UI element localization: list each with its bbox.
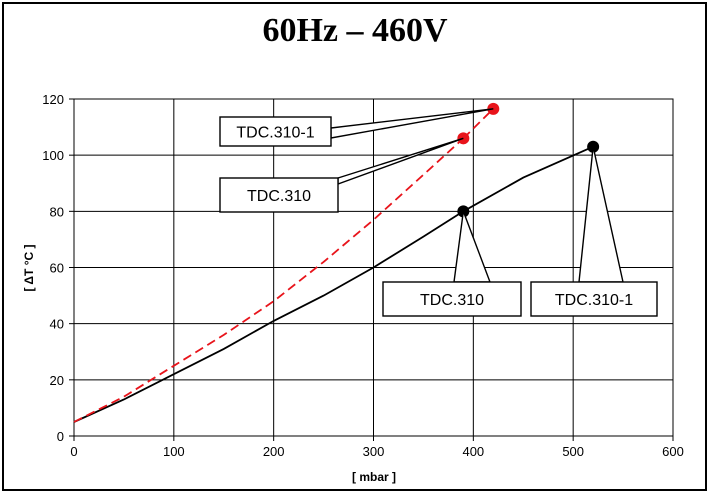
callout-box — [219, 116, 332, 147]
x-tick-label: 600 — [662, 444, 684, 459]
series-line-3 — [462, 108, 494, 139]
y-tick-label: 100 — [42, 148, 64, 163]
callout-label: TDC.310-1 — [555, 292, 633, 309]
y-tick-label: 0 — [57, 429, 64, 444]
y-tick-label: 120 — [42, 92, 64, 107]
x-tick-label: 400 — [462, 444, 484, 459]
callout-label: TDC.310 — [247, 188, 311, 205]
callout-box — [219, 177, 339, 213]
y-tick-label: 20 — [50, 373, 64, 388]
series-group — [73, 102, 600, 423]
callout-box — [382, 281, 522, 317]
callout-box — [530, 281, 658, 317]
x-axis-label: [ mbar ] — [352, 470, 396, 484]
x-tick-label: 300 — [363, 444, 385, 459]
series-line-1 — [462, 145, 594, 213]
axes: 0 100 200 300 400 500 600 0 20 40 60 80 100 120 — [42, 92, 684, 459]
callout-label: TDC.310-1 — [236, 125, 314, 142]
callouts: TDC.310-1 TDC.310 TDC.310 TDC.310-1 — [219, 108, 658, 317]
x-tick-label: 500 — [562, 444, 584, 459]
x-tick-label: 0 — [70, 444, 77, 459]
series-line-0 — [73, 210, 464, 423]
x-tick-label: 200 — [263, 444, 285, 459]
y-tick-label: 60 — [50, 261, 64, 276]
y-axis-label: [ ΔT °C ] — [22, 245, 36, 292]
y-tick-label: 80 — [50, 204, 64, 219]
series-line-2 — [73, 137, 465, 423]
callout-label: TDC.310 — [420, 292, 484, 309]
chart-title: 60Hz – 460V — [262, 12, 448, 49]
y-tick-label: 40 — [50, 317, 64, 332]
x-tick-label: 100 — [163, 444, 185, 459]
